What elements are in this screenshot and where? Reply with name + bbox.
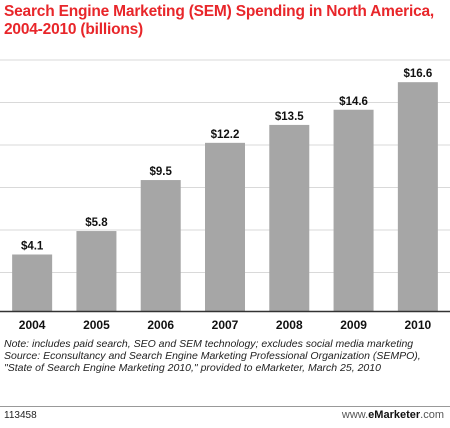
bar-chart: $4.1 2004 $5.8 2005 $9.5 2006 $12.2 2007 $13.5 20… (0, 59, 450, 332)
value-label-2008: $13.5 (275, 111, 304, 123)
chart-area: $4.1 2004 $5.8 2005 $9.5 2006 $12.2 2007 $13.5 20… (0, 56, 450, 336)
value-label-2009: $14.6 (339, 96, 368, 108)
note-text: Note: includes paid search, SEO and SEM … (4, 338, 414, 350)
x-tick-2004: 2004 (19, 318, 46, 332)
x-tick-2010: 2010 (405, 318, 432, 332)
chart-notes: Note: includes paid search, SEO and SEM … (4, 338, 444, 375)
x-tick-2006: 2006 (147, 318, 174, 332)
bar-2004 (12, 254, 53, 311)
x-tick-2007: 2007 (212, 318, 239, 332)
value-label-2007: $12.2 (211, 129, 240, 141)
x-tick-2008: 2008 (276, 318, 303, 332)
brand-suffix: .com (420, 409, 444, 421)
bar-2007 (205, 142, 245, 311)
chart-id: 113458 (4, 410, 37, 421)
value-label-2004: $4.1 (21, 240, 44, 252)
x-tick-2009: 2009 (340, 318, 367, 332)
bar-2006 (140, 180, 181, 311)
x-tick-2005: 2005 (83, 318, 110, 332)
value-label-2005: $5.8 (85, 217, 108, 229)
value-label-2010: $16.6 (403, 68, 432, 80)
brand-prefix: www. (341, 409, 369, 421)
brand-name: eMarketer (368, 409, 421, 421)
brand-link[interactable]: www.eMarketer.com (342, 409, 444, 421)
source-text: Source: Econsultancy and Search Engine M… (4, 350, 421, 375)
bar-2010 (397, 82, 438, 311)
bar-2008 (269, 124, 310, 312)
bar-2009 (333, 109, 374, 311)
footer: 113458 www.eMarketer.com (0, 406, 450, 428)
bar-2005 (76, 231, 117, 311)
chart-title: Search Engine Marketing (SEM) Spending i… (4, 3, 435, 38)
value-label-2006: $9.5 (150, 166, 173, 178)
